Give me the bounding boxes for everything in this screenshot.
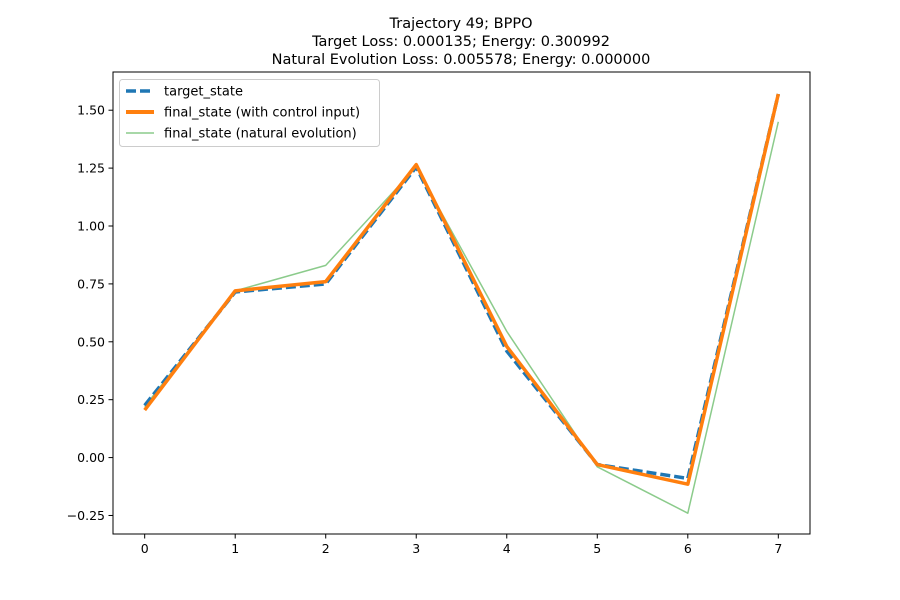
title-line-3: Natural Evolution Loss: 0.005578; Energy… — [272, 52, 651, 68]
y-tick-label: 1.50 — [77, 103, 105, 118]
legend: target_state final_state (with control i… — [119, 79, 380, 147]
title-line-2: Target Loss: 0.000135; Energy: 0.300992 — [311, 34, 610, 50]
series-lines — [143, 93, 781, 514]
x-tick-label: 2 — [322, 541, 330, 556]
series-line-final-state-natural-evolution — [144, 121, 780, 514]
x-tick-label: 3 — [412, 541, 420, 556]
series-line-final-state-with-control-input — [143, 93, 781, 486]
y-tick-label: −0.25 — [67, 508, 105, 523]
title-line-1: Trajectory 49; BPPO — [389, 16, 533, 32]
x-axis-ticks: 0 1 2 3 4 5 6 7 — [141, 534, 782, 556]
y-tick-label: 0.75 — [77, 276, 105, 291]
y-tick-label: 0.25 — [77, 392, 105, 407]
x-tick-label: 7 — [774, 541, 782, 556]
x-tick-label: 0 — [141, 541, 149, 556]
chart-title: Trajectory 49; BPPO Target Loss: 0.00013… — [272, 16, 651, 68]
legend-label-final-state-control: final_state (with control input) — [164, 106, 360, 121]
legend-label-final-state-natural: final_state (natural evolution) — [164, 127, 357, 142]
y-tick-label: 0.00 — [77, 450, 105, 465]
plot-frame — [112, 71, 811, 535]
y-tick-label: 1.25 — [77, 161, 105, 176]
y-axis-ticks: −0.25 0.00 0.25 0.50 0.75 1.00 1.25 1.50 — [67, 103, 113, 523]
y-tick-label: 1.00 — [77, 219, 105, 234]
y-tick-label: 0.50 — [77, 334, 105, 349]
legend-label-target-state: target_state — [164, 85, 243, 100]
x-tick-label: 1 — [231, 541, 239, 556]
legend-box — [119, 79, 380, 147]
x-tick-label: 4 — [503, 541, 511, 556]
x-tick-label: 5 — [593, 541, 601, 556]
x-tick-label: 6 — [684, 541, 692, 556]
